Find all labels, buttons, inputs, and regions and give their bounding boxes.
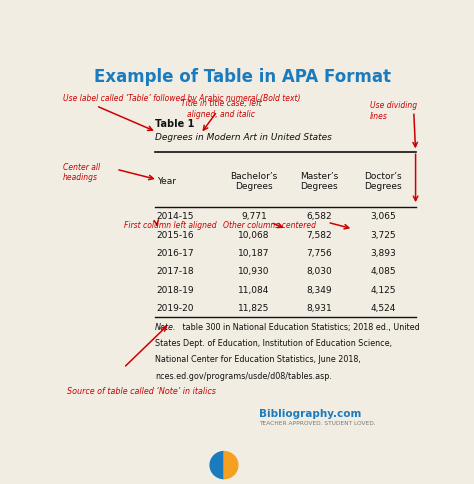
Text: 7,582: 7,582 bbox=[306, 230, 332, 239]
Text: 8,931: 8,931 bbox=[306, 303, 332, 312]
Text: Master’s
Degrees: Master’s Degrees bbox=[300, 171, 338, 191]
Text: table 300 in National Education Statistics; 2018 ed., United: table 300 in National Education Statisti… bbox=[181, 323, 420, 332]
Text: First column left aligned: First column left aligned bbox=[124, 220, 216, 229]
Text: Table 1: Table 1 bbox=[155, 119, 194, 129]
Text: 8,030: 8,030 bbox=[306, 267, 332, 276]
Text: 2017-18: 2017-18 bbox=[156, 267, 194, 276]
Text: 2018-19: 2018-19 bbox=[156, 285, 194, 294]
Text: 11,084: 11,084 bbox=[238, 285, 270, 294]
Text: 9,771: 9,771 bbox=[241, 212, 267, 221]
Text: 2015-16: 2015-16 bbox=[156, 230, 194, 239]
Text: TEACHER APPROVED. STUDENT LOVED.: TEACHER APPROVED. STUDENT LOVED. bbox=[259, 420, 376, 425]
Text: Bibliography.com: Bibliography.com bbox=[259, 408, 362, 418]
Text: Source of table called ‘Note’ in italics: Source of table called ‘Note’ in italics bbox=[66, 386, 216, 395]
Text: Use label called ‘Table’ followed by Arabic numeral (Bold text): Use label called ‘Table’ followed by Ara… bbox=[63, 93, 301, 103]
Text: 4,085: 4,085 bbox=[371, 267, 396, 276]
Text: 10,068: 10,068 bbox=[238, 230, 270, 239]
Text: 4,524: 4,524 bbox=[371, 303, 396, 312]
Text: 2019-20: 2019-20 bbox=[156, 303, 194, 312]
Text: 2014-15: 2014-15 bbox=[156, 212, 194, 221]
Text: 11,825: 11,825 bbox=[238, 303, 270, 312]
Text: Other columns centered: Other columns centered bbox=[223, 220, 316, 229]
Text: Title in title case, left
aligned, and italic: Title in title case, left aligned, and i… bbox=[181, 99, 261, 119]
Text: 3,725: 3,725 bbox=[371, 230, 396, 239]
Text: Center all
headings: Center all headings bbox=[63, 163, 100, 182]
Text: 8,349: 8,349 bbox=[306, 285, 332, 294]
Text: Degrees in Modern Art in United States: Degrees in Modern Art in United States bbox=[155, 133, 332, 142]
Text: 6,582: 6,582 bbox=[306, 212, 332, 221]
Text: 7,756: 7,756 bbox=[306, 248, 332, 257]
Text: 10,930: 10,930 bbox=[238, 267, 270, 276]
Text: 3,065: 3,065 bbox=[371, 212, 396, 221]
Text: 4,125: 4,125 bbox=[371, 285, 396, 294]
Text: States Dept. of Education, Institution of Education Science,: States Dept. of Education, Institution o… bbox=[155, 339, 392, 348]
Text: Note.: Note. bbox=[155, 323, 176, 332]
Text: 3,893: 3,893 bbox=[371, 248, 396, 257]
Text: Example of Table in APA Format: Example of Table in APA Format bbox=[94, 67, 392, 85]
Text: 2016-17: 2016-17 bbox=[156, 248, 194, 257]
Text: nces.ed.gov/programs/usde/d08/tables.asp.: nces.ed.gov/programs/usde/d08/tables.asp… bbox=[155, 371, 332, 380]
Text: 10,187: 10,187 bbox=[238, 248, 270, 257]
Wedge shape bbox=[224, 452, 238, 479]
Text: Use dividing
lines: Use dividing lines bbox=[370, 101, 417, 121]
Text: National Center for Education Statistics, June 2018,: National Center for Education Statistics… bbox=[155, 355, 361, 363]
Wedge shape bbox=[210, 452, 224, 479]
Text: Year: Year bbox=[156, 177, 175, 185]
Text: Bachelor’s
Degrees: Bachelor’s Degrees bbox=[230, 171, 278, 191]
Text: Doctor’s
Degrees: Doctor’s Degrees bbox=[365, 171, 402, 191]
